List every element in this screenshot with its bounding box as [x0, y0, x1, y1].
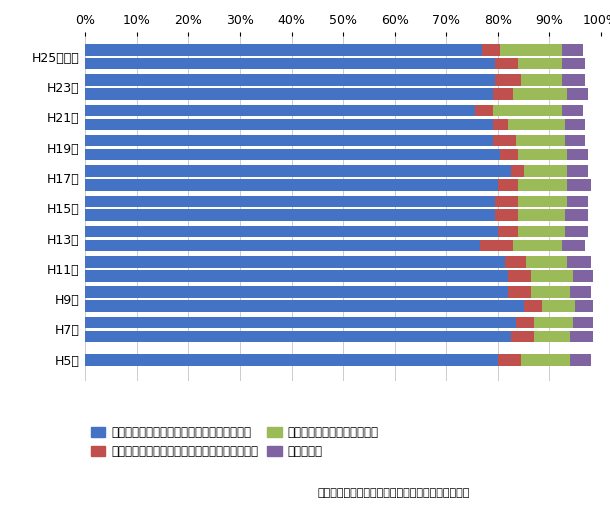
Bar — [542, 300, 575, 312]
Legend: 土地・建物については、両方とも所有したい, 建物を所有していれば、土地は借地で構わない, 借家（賃貸住宅）で構わない, わからない: 土地・建物については、両方とも所有したい, 建物を所有していれば、土地は借地で構… — [86, 422, 383, 463]
Bar — [570, 354, 590, 366]
Bar — [534, 317, 573, 328]
Bar — [521, 74, 562, 86]
Bar — [573, 317, 593, 328]
Bar — [475, 105, 493, 116]
Bar — [85, 135, 493, 146]
Bar — [565, 226, 588, 237]
Bar — [85, 209, 495, 221]
Bar — [534, 331, 570, 342]
Bar — [85, 88, 493, 100]
Bar — [518, 58, 562, 70]
Bar — [573, 270, 593, 281]
Bar — [85, 354, 498, 366]
Bar — [493, 135, 516, 146]
Bar — [85, 240, 479, 251]
Bar — [516, 135, 565, 146]
Bar — [85, 287, 508, 298]
Bar — [562, 74, 586, 86]
Bar — [508, 270, 531, 281]
Bar — [511, 165, 523, 177]
Bar — [493, 88, 513, 100]
Bar — [562, 44, 583, 55]
Bar — [518, 209, 565, 221]
Bar — [85, 196, 495, 207]
Bar — [518, 226, 565, 237]
Bar — [85, 226, 498, 237]
Bar — [570, 287, 590, 298]
Bar — [85, 105, 475, 116]
Bar — [495, 58, 518, 70]
Bar — [85, 179, 498, 190]
Bar — [523, 165, 567, 177]
Bar — [85, 58, 495, 70]
Bar — [518, 149, 567, 161]
Bar — [85, 44, 483, 55]
Bar — [518, 196, 567, 207]
Bar — [513, 88, 567, 100]
Bar — [567, 149, 588, 161]
Bar — [562, 240, 586, 251]
Bar — [567, 88, 588, 100]
Bar — [500, 44, 562, 55]
Bar — [523, 300, 542, 312]
Bar — [567, 165, 588, 177]
Bar — [493, 105, 562, 116]
Bar — [567, 256, 590, 268]
Bar — [531, 270, 573, 281]
Bar — [495, 209, 518, 221]
Bar — [570, 331, 593, 342]
Bar — [511, 331, 534, 342]
Bar — [495, 74, 521, 86]
Bar — [575, 300, 593, 312]
Bar — [526, 256, 567, 268]
Bar — [85, 256, 506, 268]
Bar — [562, 58, 586, 70]
Bar — [531, 287, 570, 298]
Bar — [513, 240, 562, 251]
Bar — [565, 135, 586, 146]
Bar — [498, 354, 521, 366]
Bar — [565, 209, 588, 221]
Bar — [521, 354, 570, 366]
Bar — [493, 118, 508, 130]
Bar — [483, 44, 500, 55]
Bar — [567, 179, 590, 190]
Bar — [508, 118, 565, 130]
Bar — [498, 226, 518, 237]
Bar — [85, 270, 508, 281]
Bar — [85, 118, 493, 130]
Bar — [562, 105, 583, 116]
Bar — [506, 256, 526, 268]
Bar — [85, 300, 523, 312]
Bar — [518, 179, 567, 190]
Bar — [85, 165, 511, 177]
Bar — [85, 149, 500, 161]
Bar — [85, 74, 495, 86]
Bar — [495, 196, 518, 207]
Bar — [479, 240, 513, 251]
Text: （国土交通省「土地問題に関する国民の意識調査）: （国土交通省「土地問題に関する国民の意識調査） — [317, 488, 470, 498]
Bar — [508, 287, 531, 298]
Bar — [85, 331, 511, 342]
Bar — [516, 317, 534, 328]
Bar — [565, 118, 586, 130]
Bar — [498, 179, 518, 190]
Bar — [567, 196, 588, 207]
Bar — [500, 149, 518, 161]
Bar — [85, 317, 516, 328]
